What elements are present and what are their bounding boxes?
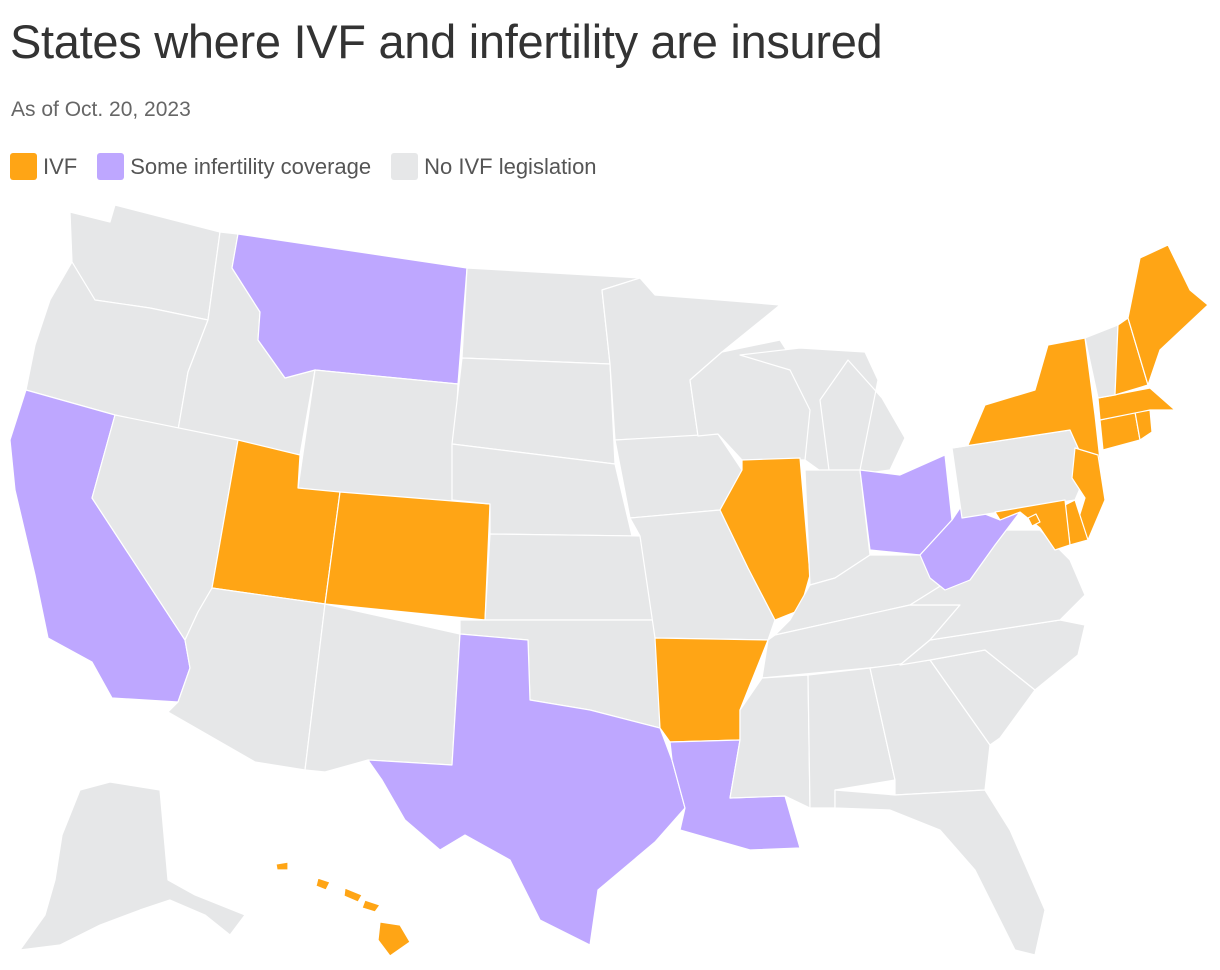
state-wy[interactable]	[297, 369, 459, 506]
legend-swatch-ivf	[10, 153, 37, 180]
state-ks[interactable]	[484, 533, 656, 621]
legend-label-ivf: IVF	[43, 153, 78, 179]
state-ma[interactable]	[1097, 387, 1176, 421]
state-fl[interactable]	[834, 789, 1046, 956]
state-ak[interactable]	[19, 781, 246, 951]
legend-item-no-legislation: No IVF legislation	[391, 153, 597, 180]
state-ms[interactable]	[729, 674, 811, 809]
legend-item-ivf: IVF	[10, 153, 77, 180]
state-ny[interactable]	[951, 337, 1101, 471]
state-dc[interactable]	[1027, 513, 1041, 527]
state-md[interactable]	[994, 499, 1071, 551]
chart-title: States where IVF and infertility are ins…	[10, 15, 883, 68]
state-me[interactable]	[1127, 244, 1209, 386]
state-mt[interactable]	[231, 233, 468, 385]
legend-item-some-coverage: Some infertility coverage	[97, 153, 371, 180]
legend-label-no-legislation: No IVF legislation	[424, 153, 597, 179]
state-hi[interactable]	[275, 861, 411, 957]
state-wv[interactable]	[919, 504, 1021, 591]
legend-label-some-coverage: Some infertility coverage	[130, 153, 372, 179]
state-tx[interactable]	[367, 633, 686, 946]
legend-swatch-no-legislation	[391, 153, 419, 180]
legend-swatch-some-coverage	[97, 153, 125, 180]
state-nm[interactable]	[304, 603, 461, 773]
chart-subtitle: As of Oct. 20, 2023	[11, 98, 191, 121]
state-co[interactable]	[324, 491, 491, 621]
state-il[interactable]	[719, 457, 811, 621]
legend: IVF Some infertility coverage No IVF leg…	[10, 153, 617, 180]
